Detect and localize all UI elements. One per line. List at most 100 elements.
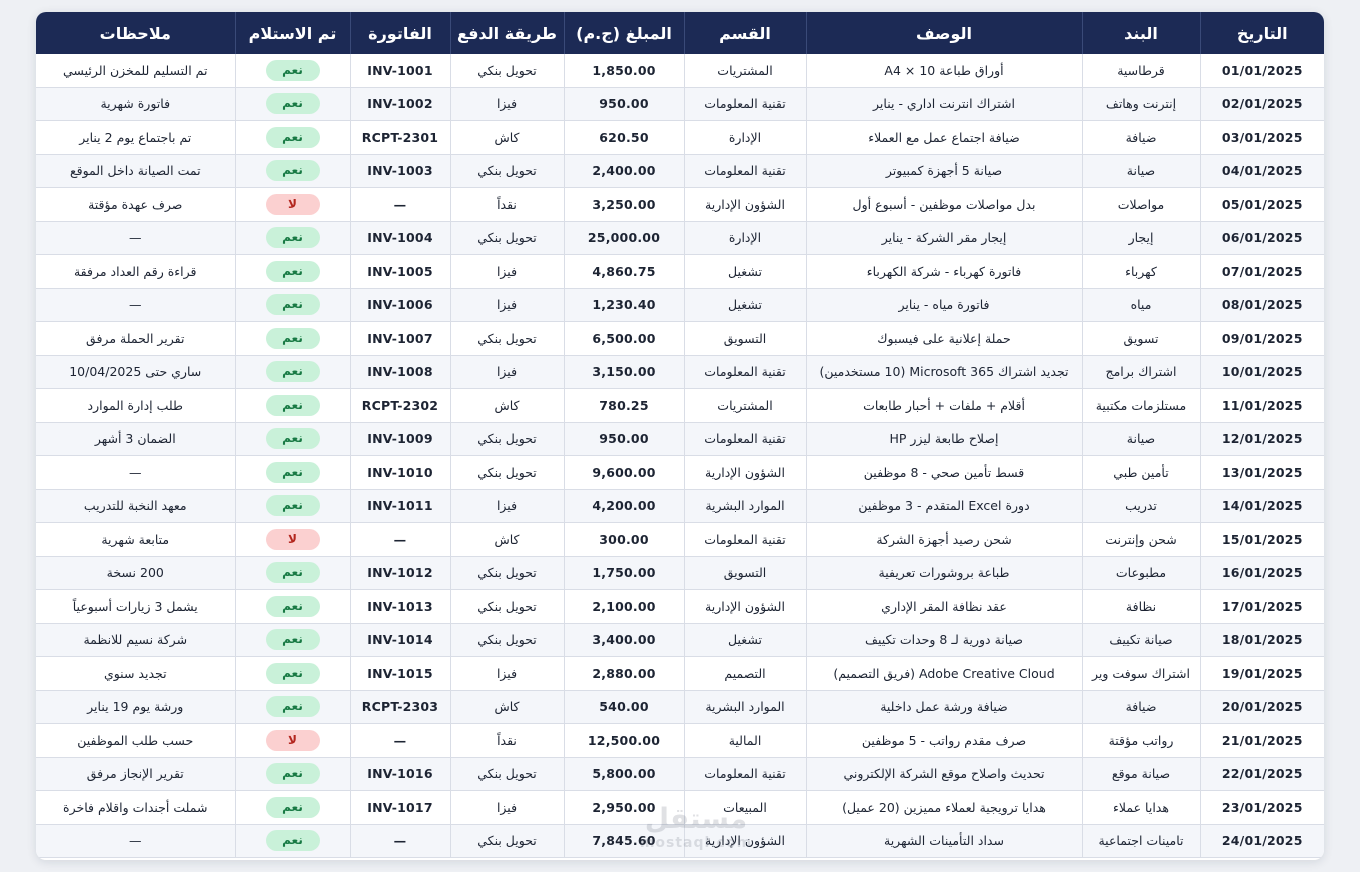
received-yes-badge: نعم — [265, 394, 320, 416]
cell-date: 05/01/2025 — [1199, 187, 1324, 222]
table-row[interactable]: 11/01/2025 مستلزمات مكتبية أقلام + ملفات +… — [36, 388, 1324, 423]
cell-department: المشتريات — [683, 388, 806, 423]
cell-invoice: INV-1010 — [349, 455, 450, 490]
cell-department: تقنية المعلومات — [683, 154, 806, 188]
cell-invoice: INV-1006 — [349, 288, 450, 322]
table-row[interactable]: 14/01/2025 تدريب دورة Excel المتقدم - 3 مو… — [36, 489, 1324, 523]
cell-department: التصميم — [683, 656, 806, 691]
cell-department: الإدارة — [683, 221, 806, 255]
cell-item: صيانة تكييف — [1081, 623, 1200, 657]
cell-item: مواصلات — [1081, 187, 1200, 222]
header-payment-method[interactable]: طريقة الدفع — [449, 12, 564, 54]
cell-amount: 2,400.00 — [563, 154, 684, 188]
table-row[interactable]: 17/01/2025 نظافة عقد نظافة المقر الإداري ال… — [36, 589, 1324, 624]
received-yes-badge: نعم — [265, 595, 320, 617]
cell-description: بدل مواصلات موظفين - أسبوع أول — [805, 187, 1082, 222]
cell-date: 21/01/2025 — [1199, 723, 1324, 758]
cell-amount: 1,230.40 — [563, 288, 684, 322]
cell-payment-method: كاش — [449, 120, 564, 155]
cell-notes: قراءة رقم العداد مرفقة — [36, 254, 235, 289]
table-row[interactable]: 20/01/2025 ضيافة ضيافة ورشة عمل داخلية المو… — [36, 690, 1324, 724]
cell-payment-method: كاش — [449, 388, 564, 423]
table-row[interactable]: 07/01/2025 كهرباء فاتورة كهرباء - شركة الك… — [36, 254, 1324, 289]
cell-received: نعم — [234, 824, 350, 858]
header-department[interactable]: القسم — [683, 12, 806, 54]
cell-department: تشغيل — [683, 254, 806, 289]
table-row[interactable]: 12/01/2025 صيانة إصلاح طابعة ليزر HP تقنية … — [36, 422, 1324, 456]
table-row[interactable]: 01/01/2025 قرطاسية أوراق طباعة A4 × 10 المش… — [36, 54, 1324, 88]
table-row[interactable]: 18/01/2025 صيانة تكييف صيانة دورية لـ 8 وح… — [36, 623, 1324, 657]
cell-notes: فاتورة شهرية — [36, 87, 235, 121]
table-row[interactable]: 04/01/2025 صيانة صيانة 5 أجهزة كمبيوتر تقني… — [36, 154, 1324, 188]
cell-received: نعم — [234, 388, 350, 423]
table-row[interactable]: 24/01/2025 تامينات اجتماعية سداد التأمينات… — [36, 824, 1324, 858]
header-description[interactable]: الوصف — [805, 12, 1082, 54]
cell-received: نعم — [234, 120, 350, 155]
cell-department: التسويق — [683, 321, 806, 356]
header-amount[interactable]: المبلغ (ج.م) — [563, 12, 684, 54]
cell-item: قرطاسية — [1081, 54, 1200, 88]
cell-payment-method: نقداً — [449, 723, 564, 758]
cell-invoice: INV-1001 — [349, 54, 450, 88]
cell-item: نظافة — [1081, 589, 1200, 624]
cell-amount: 950.00 — [563, 87, 684, 121]
cell-description: أقلام + ملفات + أحبار طابعات — [805, 388, 1082, 423]
cell-item: تأمين طبي — [1081, 455, 1200, 490]
cell-item: ضيافة — [1081, 690, 1200, 724]
table-row[interactable]: 09/01/2025 تسويق حملة إعلانية على فيسبوك ال… — [36, 321, 1324, 356]
cell-payment-method: تحويل بنكي — [449, 757, 564, 791]
cell-description: صيانة 5 أجهزة كمبيوتر — [805, 154, 1082, 188]
received-yes-badge: نعم — [265, 562, 320, 584]
header-received[interactable]: تم الاستلام — [234, 12, 350, 54]
cell-received: نعم — [234, 288, 350, 322]
table-row[interactable]: 23/01/2025 هدايا عملاء هدايا ترويجية لعملا… — [36, 790, 1324, 825]
table-row[interactable]: 21/01/2025 رواتب مؤقتة صرف مقدم رواتب - 5 … — [36, 723, 1324, 758]
table-row[interactable]: 13/01/2025 تأمين طبي قسط تأمين صحي - 8 موظ… — [36, 455, 1324, 490]
cell-received: نعم — [234, 656, 350, 691]
cell-department: الشؤون الإدارية — [683, 455, 806, 490]
cell-description: Adobe Creative Cloud (فريق التصميم) — [805, 656, 1082, 691]
cell-received: نعم — [234, 455, 350, 490]
table-row[interactable]: 10/01/2025 اشتراك برامج تجديد اشتراك Micro… — [36, 355, 1324, 389]
cell-notes: تم التسليم للمخزن الرئيسي — [36, 54, 235, 88]
table-row[interactable]: 03/01/2025 ضيافة ضيافة اجتماع عمل مع العمل… — [36, 120, 1324, 155]
table-row[interactable]: 22/01/2025 صيانة موقع تحديث واصلاح موقع ال… — [36, 757, 1324, 791]
cell-received: نعم — [234, 154, 350, 188]
cell-department: الشؤون الإدارية — [683, 589, 806, 624]
cell-invoice: RCPT-2302 — [349, 388, 450, 423]
cell-description: تحديث واصلاح موقع الشركة الإلكتروني — [805, 757, 1082, 791]
received-yes-badge: نعم — [265, 93, 320, 115]
header-date[interactable]: التاريخ — [1199, 12, 1324, 54]
cell-invoice: INV-1007 — [349, 321, 450, 356]
cell-notes: ورشة يوم 19 يناير — [36, 690, 235, 724]
cell-amount: 620.50 — [563, 120, 684, 155]
table-row[interactable]: 05/01/2025 مواصلات بدل مواصلات موظفين - أس… — [36, 187, 1324, 222]
cell-date: 08/01/2025 — [1199, 288, 1324, 322]
received-yes-badge: نعم — [265, 260, 320, 282]
table-row[interactable]: 08/01/2025 مياه فاتورة مياه - يناير تشغيل 1,… — [36, 288, 1324, 322]
received-yes-badge: نعم — [265, 629, 320, 651]
cell-received: نعم — [234, 790, 350, 825]
cell-invoice: INV-1005 — [349, 254, 450, 289]
header-invoice[interactable]: الفاتورة — [349, 12, 450, 54]
cell-item: إيجار — [1081, 221, 1200, 255]
table-row[interactable]: 19/01/2025 اشتراك سوفت وير Adobe Creative … — [36, 656, 1324, 691]
table-row[interactable]: 15/01/2025 شحن وإنترنت شحن رصيد أجهزة الشر… — [36, 522, 1324, 557]
received-yes-badge: نعم — [265, 160, 320, 182]
cell-payment-method: فيزا — [449, 355, 564, 389]
table-row[interactable]: 16/01/2025 مطبوعات طباعة بروشورات تعريفية ا… — [36, 556, 1324, 590]
cell-received: نعم — [234, 623, 350, 657]
table-row[interactable]: 02/01/2025 إنترنت وهاتف اشتراك انترنت ادار… — [36, 87, 1324, 121]
header-notes[interactable]: ملاحظات — [36, 12, 235, 54]
cell-notes: ساري حتى 10/04/2025 — [36, 355, 235, 389]
table-row[interactable]: 06/01/2025 إيجار إيجار مقر الشركة - يناير ا… — [36, 221, 1324, 255]
expenses-table: التاريخ البند الوصف القسم المبلغ (ج.م) ط… — [36, 12, 1324, 858]
cell-description: قسط تأمين صحي - 8 موظفين — [805, 455, 1082, 490]
cell-invoice: INV-1012 — [349, 556, 450, 590]
cell-description: طباعة بروشورات تعريفية — [805, 556, 1082, 590]
cell-amount: 12,500.00 — [563, 723, 684, 758]
cell-invoice: INV-1017 — [349, 790, 450, 825]
cell-description: عقد نظافة المقر الإداري — [805, 589, 1082, 624]
header-item[interactable]: البند — [1081, 12, 1200, 54]
cell-amount: 540.00 — [563, 690, 684, 724]
